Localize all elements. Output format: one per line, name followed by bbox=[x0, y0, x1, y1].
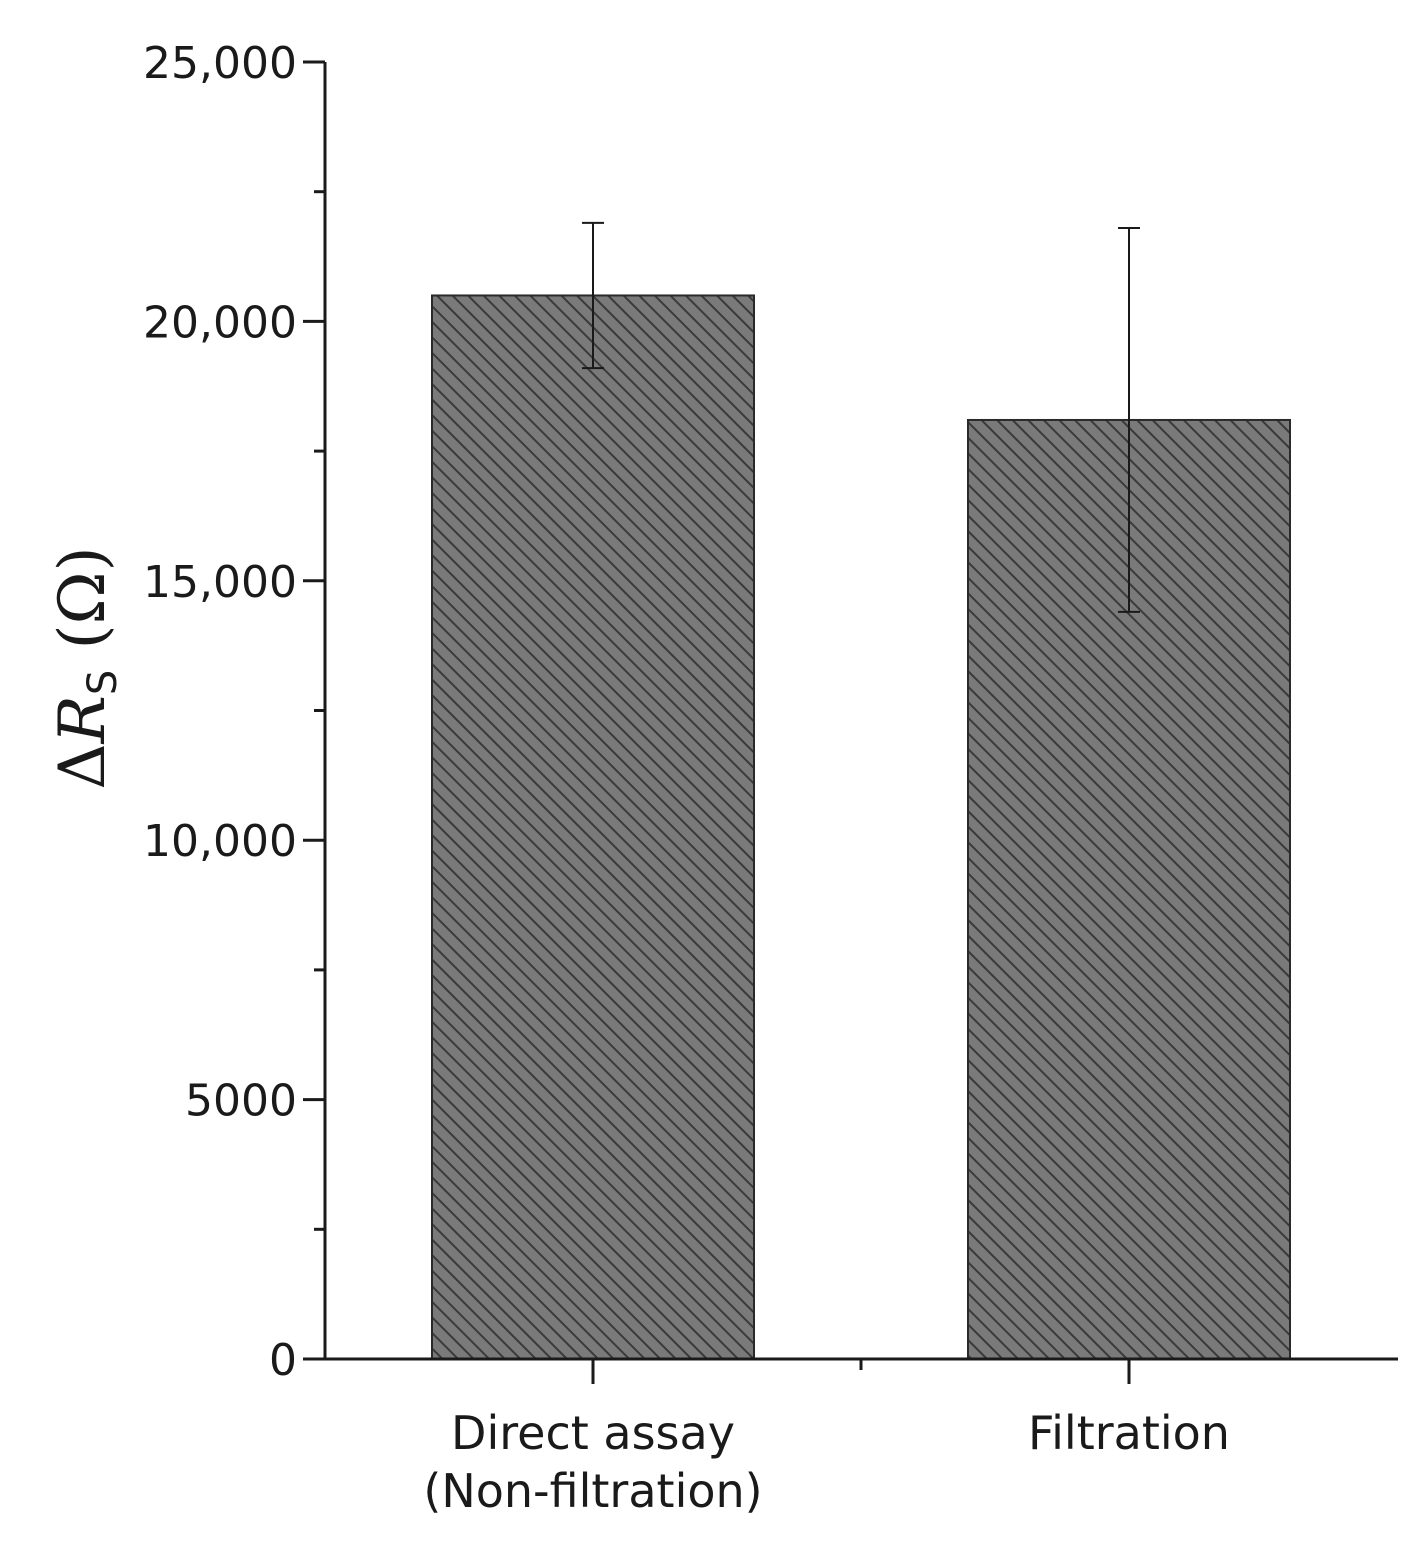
y-tick-label: 20,000 bbox=[143, 297, 297, 348]
y-tick-label: 5000 bbox=[185, 1076, 297, 1127]
x-category-label-0: Direct assay (Non-filtration) bbox=[423, 1406, 762, 1518]
plot-area: 0 5000 10,000 15,000 20,000 25,000 Direct assa… bbox=[143, 38, 1398, 1518]
y-axis-title-subscript: S bbox=[80, 670, 126, 695]
x-category-label-1: Filtration bbox=[1028, 1406, 1230, 1460]
y-tick-label: 0 bbox=[269, 1335, 297, 1386]
y-tick-label: 15,000 bbox=[143, 557, 297, 608]
y-axis-title: ΔRS (Ω) bbox=[46, 546, 126, 789]
y-axis-title-symbol: R bbox=[46, 695, 120, 744]
x-category-label-line: Direct assay bbox=[451, 1406, 735, 1460]
x-category-label-line: Filtration bbox=[1028, 1406, 1230, 1460]
y-axis-title-unit: (Ω) bbox=[46, 546, 120, 669]
y-tick-label: 10,000 bbox=[143, 816, 297, 867]
y-axis-title-delta: Δ bbox=[46, 743, 120, 789]
x-category-label-line: (Non-filtration) bbox=[423, 1464, 762, 1518]
y-tick-label: 25,000 bbox=[143, 38, 297, 89]
bar-0 bbox=[431, 294, 755, 1361]
